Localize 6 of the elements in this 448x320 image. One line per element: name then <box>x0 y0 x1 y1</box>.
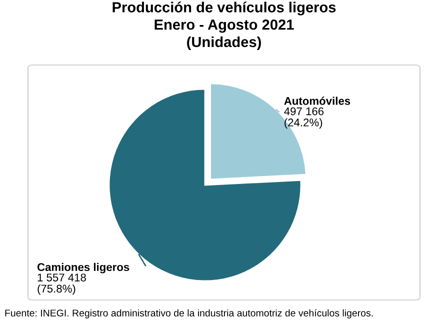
data-label: 497 166 (24.2%) <box>284 107 324 129</box>
source-note: Fuente: INEGI. Registro administrativo de la industria automotriz de vehículos ligeros. <box>5 309 373 318</box>
chart-title: Producción de vehículos ligeros Enero - Agosto 2021 (Unidades) <box>112 2 336 50</box>
data-label: 1 557 418 (75.8%) <box>38 274 86 295</box>
slice-label: Camiones ligeros <box>37 262 130 274</box>
slice-label: Automóviles <box>284 96 350 105</box>
